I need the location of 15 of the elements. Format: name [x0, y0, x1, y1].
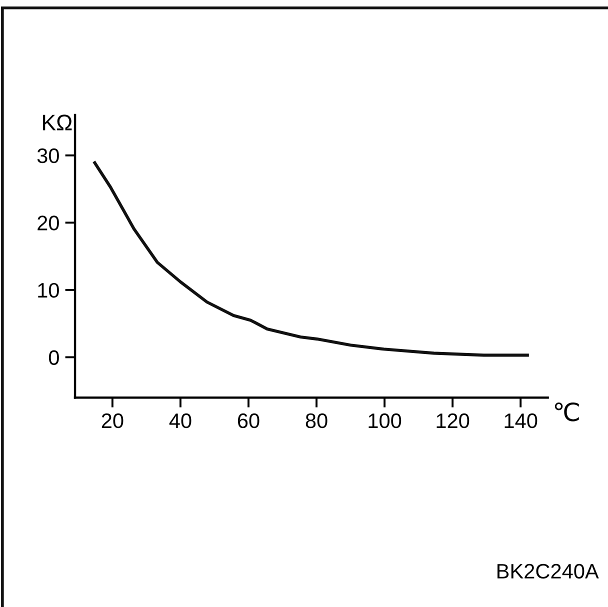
x-tick-label: 40 [169, 413, 192, 428]
x-tick-label: 120 [436, 413, 470, 428]
text: BK2C240A [498, 564, 599, 579]
y-tick-label: 20 [38, 216, 59, 230]
line-series [93, 161, 529, 357]
x-tick-label: 80 [306, 413, 328, 428]
y-tick-label: 30 [37, 148, 59, 164]
x-tick-label: 20 [102, 413, 124, 428]
x-tick-label: 60 [238, 413, 260, 428]
y-tick-label: 0 [48, 350, 59, 365]
y-axis-title: KΩ [43, 114, 72, 130]
x-axis-title: ℃ [554, 402, 579, 422]
x-tick-label: 140 [504, 413, 538, 428]
x-tick-label: 100 [368, 413, 402, 428]
y-tick-label: 10 [38, 282, 59, 298]
